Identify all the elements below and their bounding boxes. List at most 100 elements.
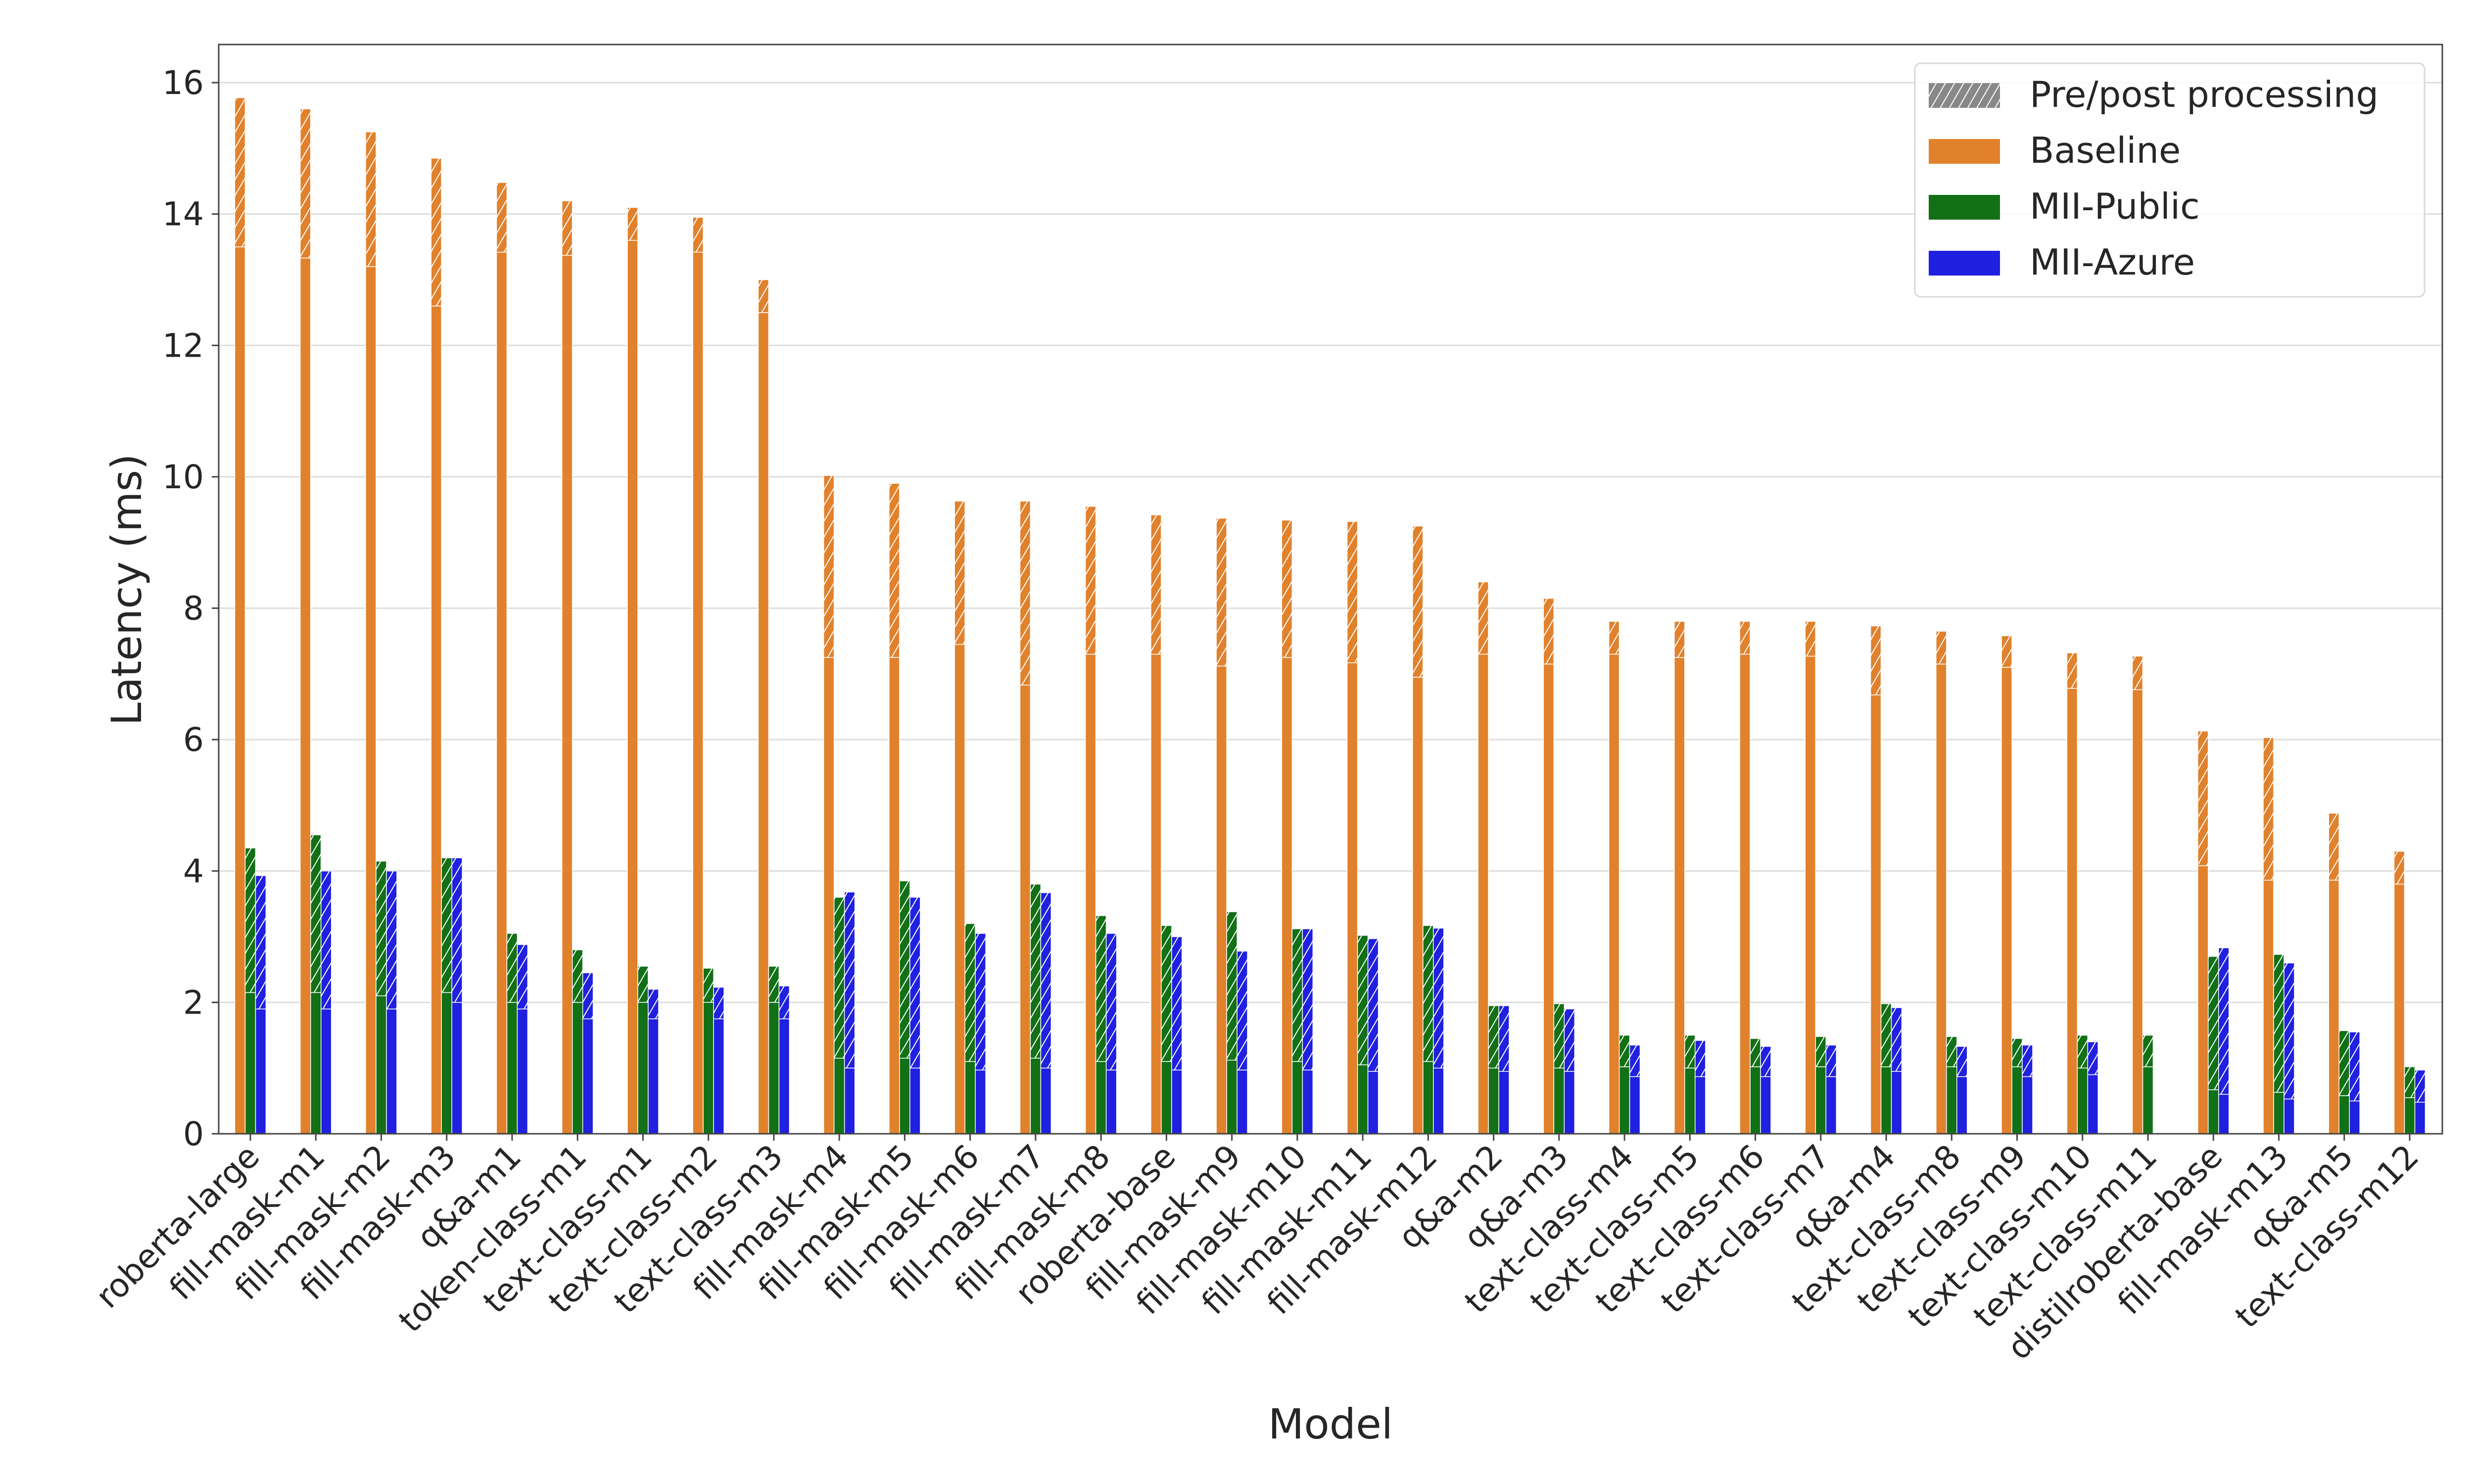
bar-mii-azure-model [1367,1071,1379,1134]
bar-mii-public-prepost [2142,1035,2154,1067]
bar-mii-public-model [1357,1064,1369,1134]
bar-mii-azure-model [1433,1067,1444,1134]
bar-mii-public-prepost [2404,1066,2416,1098]
bar-prepost-hatch [1095,915,1107,1062]
bar-mii-public-model [1750,1066,1761,1134]
bar-prepost-hatch [451,857,463,1003]
bar-prepost-hatch [1564,1008,1575,1072]
bar-mii-azure-model [778,1018,790,1134]
bar-mii-azure-prepost [1695,1040,1706,1077]
bar-mii-azure-model [2022,1076,2033,1134]
bar-mii-public-model [2011,1066,2023,1134]
bar-prepost-hatch [1161,925,1172,1062]
bar-mii-public-prepost [1030,883,1042,1059]
bar-baseline-model [299,257,311,1134]
bar-prepost-hatch [320,871,332,1010]
bar-mii-public-prepost [1815,1036,1827,1067]
bar-baseline-model [627,240,638,1134]
bar-prepost-hatch [1946,1036,1957,1067]
bar-prepost-hatch [2197,731,2209,866]
bar-baseline-prepost [561,200,573,256]
y-tick-label: 14 [162,195,204,233]
bar-prepost-hatch [1543,598,1555,665]
legend-hatch [1929,83,2000,108]
bar-prepost-hatch [1608,621,1620,655]
bar-prepost-hatch [889,483,900,658]
bar-mii-public-prepost [506,933,518,1003]
bar-prepost-hatch [1880,1003,1892,1067]
bar-prepost-hatch [1760,1046,1771,1077]
bar-prepost-hatch [234,97,246,247]
bar-mii-public-prepost [637,966,649,1003]
bar-mii-azure-model [713,1018,724,1134]
bar-prepost-hatch [1226,911,1237,1061]
bar-mii-public-model [2142,1066,2154,1134]
bar-prepost-hatch [506,933,518,1003]
bar-mii-public-prepost [2077,1035,2089,1068]
bar-mii-public-prepost [1161,925,1172,1062]
bar-mii-azure-prepost [1040,892,1052,1068]
bar-mii-azure-model [1171,1069,1183,1134]
bar-prepost-hatch [561,200,573,256]
legend-label: Pre/post processing [2030,74,2379,115]
bar-prepost-hatch [1433,928,1444,1068]
bar-prepost-hatch [441,857,452,993]
bar-mii-public-prepost [310,834,322,993]
bar-prepost-hatch [1695,1040,1706,1077]
bar-baseline-prepost [365,131,377,267]
bar-mii-azure-prepost [2022,1044,2033,1077]
bar-baseline-prepost [1936,631,1947,665]
bar-mii-public-model [1553,1067,1565,1134]
y-tick-label: 2 [183,983,204,1021]
y-tick-label: 16 [162,64,204,102]
bar-baseline-prepost [2393,851,2405,885]
bar-mii-azure-prepost [778,985,790,1020]
bar-prepost-hatch [2022,1044,2033,1077]
bar-prepost-hatch [1105,933,1117,1070]
bar-mii-public-model [1161,1061,1172,1134]
bar-prepost-hatch [1281,519,1293,658]
bar-prepost-hatch [778,985,790,1020]
bar-prepost-hatch [1815,1036,1827,1067]
bar-baseline-model [1608,653,1620,1134]
bar-baseline-prepost [1674,621,1685,658]
bar-prepost-hatch [1412,525,1424,678]
bar-prepost-hatch [255,875,267,1010]
bar-baseline-model [2393,883,2405,1134]
bar-mii-azure-model [1237,1069,1248,1134]
bar-mii-public-prepost [1226,911,1237,1061]
bar-prepost-hatch [703,968,714,1003]
bar-mii-azure-prepost [2349,1031,2361,1102]
bar-mii-azure-model [1695,1076,1706,1134]
bar-prepost-hatch [1019,501,1031,686]
bar-prepost-hatch [299,108,311,259]
bar-mii-public-prepost [1880,1003,1892,1067]
bar-prepost-hatch [310,834,322,993]
bar-prepost-hatch [1936,631,1947,665]
bar-prepost-hatch [2066,652,2078,689]
bar-baseline-model [954,644,965,1134]
bar-mii-public-model [768,1002,780,1134]
bar-baseline-prepost [234,97,246,247]
bar-mii-azure-model [975,1069,986,1134]
bar-baseline-prepost [1019,501,1031,686]
bar-mii-azure-prepost [1367,938,1379,1072]
bar-baseline-model [2001,667,2012,1134]
y-tick-label: 6 [183,721,204,759]
bar-baseline-model [823,657,835,1134]
bar-mii-azure-model [1564,1071,1575,1134]
bar-mii-azure-prepost [386,871,397,1010]
bar-mii-azure-model [1302,1069,1314,1134]
bar-baseline-model [889,657,900,1134]
bar-mii-public-prepost [1291,928,1303,1062]
bar-baseline-prepost [299,108,311,259]
bar-mii-public-prepost [1618,1035,1630,1067]
bar-baseline-prepost [1543,598,1555,665]
bar-prepost-hatch [1030,883,1042,1059]
bar-baseline-model [1870,695,1882,1134]
bar-prepost-hatch [964,923,976,1062]
legend-item: Pre/post processing [1929,74,2379,115]
bar-mii-azure-prepost [2284,962,2295,1100]
bar-prepost-hatch [1956,1046,1968,1077]
bar-prepost-hatch [833,897,845,1059]
